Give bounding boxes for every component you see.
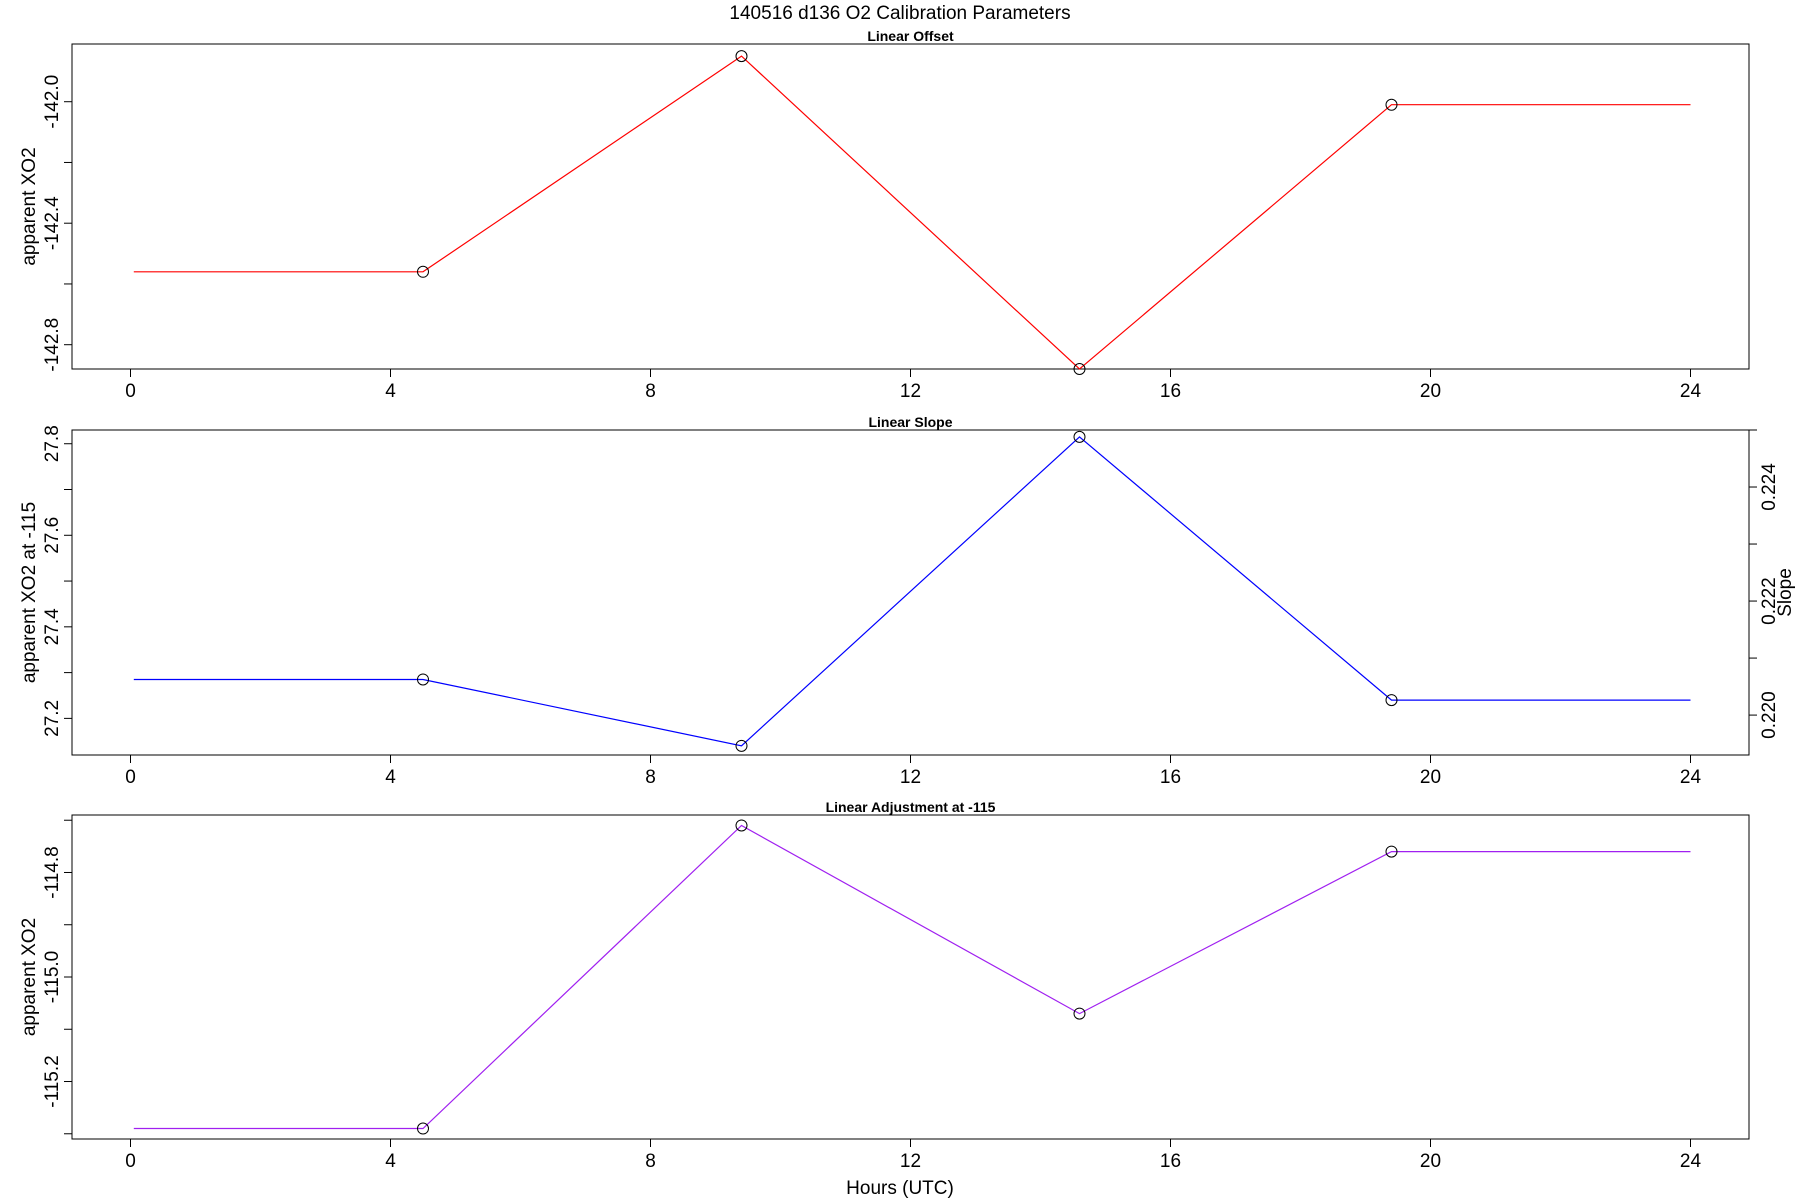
panel-2: Linear Slope 0 4 8 12 16 20 24 27.2 27.4 27.6 27.8 a… — [19, 414, 1796, 788]
x-tick-label: 8 — [645, 381, 656, 402]
data-point — [1073, 430, 1086, 443]
data-point — [1073, 363, 1086, 375]
y2-tick-label: 0.222 — [1759, 577, 1780, 625]
y-tick-label: 27.6 — [42, 517, 63, 554]
y-tick-label: -115.0 — [42, 951, 63, 1003]
x-tick-label: 20 — [1420, 1151, 1441, 1172]
x-tick-label: 12 — [900, 381, 921, 402]
x-tick-label: 16 — [1160, 1151, 1181, 1172]
y-axis-label: apparent XO2 at -115 — [19, 502, 40, 683]
data-point — [1385, 694, 1398, 707]
x-tick-label: 0 — [125, 1151, 136, 1172]
x-tick-label: 12 — [900, 767, 921, 788]
y2-tick-label: 0.220 — [1759, 691, 1780, 739]
panel-title: Linear Slope — [868, 414, 952, 430]
y-tick-label: -115.2 — [42, 1055, 63, 1107]
data-point — [735, 739, 748, 752]
y-axis-label: apparent XO2 — [19, 147, 40, 265]
y2-tick-label: 0.224 — [1759, 463, 1780, 511]
y-axis-label: apparent XO2 — [19, 918, 40, 1036]
data-point — [417, 1122, 429, 1135]
y2-axis-label: Slope — [1775, 568, 1796, 617]
x-tick-label: 4 — [385, 767, 396, 788]
x-tick-label: 24 — [1680, 767, 1702, 788]
x-tick-label: 20 — [1420, 767, 1441, 788]
data-point — [735, 50, 748, 63]
x-tick-label: 4 — [385, 1151, 396, 1172]
series-line-1 — [133, 55, 1691, 370]
plot-frame — [71, 43, 1750, 370]
data-point — [735, 819, 748, 832]
y-tick-label: 27.4 — [42, 608, 63, 645]
x-tick-label: 12 — [900, 1151, 921, 1172]
plot-frame — [71, 429, 1750, 756]
x-tick-label: 20 — [1420, 381, 1441, 402]
series-line-1 — [133, 436, 1691, 747]
x-tick-label: 24 — [1680, 1151, 1702, 1172]
y-tick-label: -142.0 — [42, 75, 63, 129]
y-tick-label: 27.8 — [42, 425, 63, 462]
main-title: 140516 d136 O2 Calibration Parameters — [729, 3, 1070, 24]
plot-frame — [71, 814, 1750, 1140]
panel-3: Linear Adjustment at -115 0 4 8 12 16 20 24 -114… — [19, 799, 1750, 1172]
data-point — [1073, 1007, 1086, 1020]
x-tick-label: 24 — [1680, 381, 1702, 402]
data-point — [417, 265, 429, 278]
series-line-1 — [133, 824, 1691, 1130]
y-tick-label: -142.8 — [42, 318, 63, 372]
panel-title: Linear Offset — [867, 28, 954, 44]
x-tick-label: 0 — [125, 381, 136, 402]
x-tick-label: 8 — [645, 767, 656, 788]
x-tick-label: 16 — [1160, 381, 1181, 402]
x-axis-label: Hours (UTC) — [846, 1178, 954, 1199]
y-tick-label: -114.8 — [42, 846, 63, 898]
panel-title: Linear Adjustment at -115 — [826, 799, 996, 815]
y-tick-label: 27.2 — [42, 700, 63, 737]
x-tick-label: 4 — [385, 381, 396, 402]
data-point — [417, 673, 429, 686]
x-tick-label: 8 — [645, 1151, 656, 1172]
x-tick-label: 0 — [125, 767, 136, 788]
panel-1: Linear Offset 0 4 8 12 16 20 24 -142.0 -142.4 -142… — [19, 28, 1750, 402]
data-point — [1385, 98, 1398, 111]
y-tick-label: -142.4 — [42, 196, 63, 250]
x-tick-label: 16 — [1160, 767, 1181, 788]
data-point — [1385, 845, 1398, 858]
